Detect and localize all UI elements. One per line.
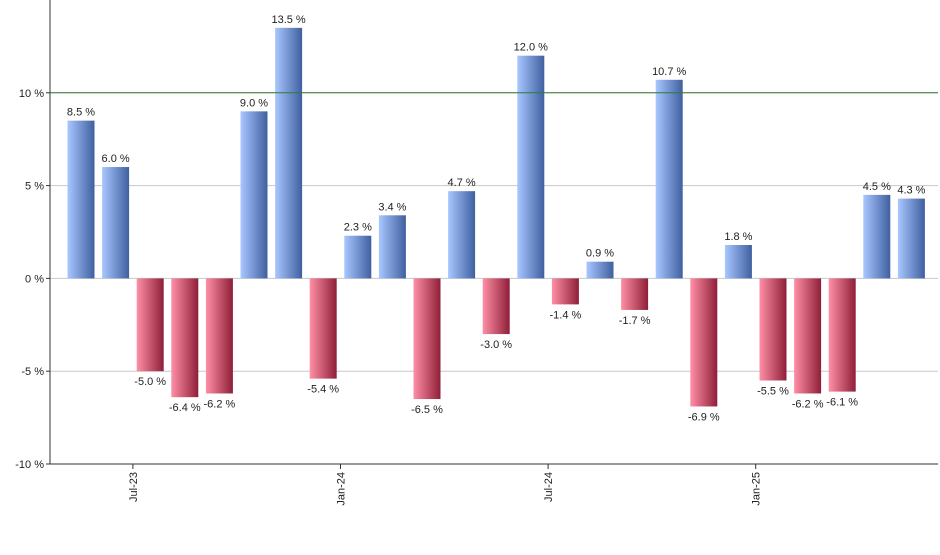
bar-value-label: -1.7 % (619, 315, 651, 327)
bar (794, 278, 822, 394)
x-tick-label: Jul-24 (543, 472, 555, 502)
bar (690, 278, 718, 407)
bar-value-label: -5.4 % (307, 384, 339, 396)
bar-value-label: 2.3 % (344, 222, 372, 234)
bar-value-label: 13.5 % (271, 14, 305, 26)
bar (344, 235, 372, 279)
bar (482, 278, 510, 335)
bar (240, 111, 268, 279)
bar (378, 215, 406, 279)
bar-value-label: -6.1 % (826, 397, 858, 409)
bar (309, 278, 337, 379)
x-tick-label: Jul-23 (128, 472, 140, 502)
bar (586, 261, 614, 279)
bar-value-label: 1.8 % (724, 231, 752, 243)
value-labels: 8.5 %6.0 %-5.0 %-6.4 % -6.2 %9.0 %13.5 %-… (67, 14, 926, 424)
y-tick-label: 5 % (25, 181, 44, 193)
bar-value-label: 0.9 % (586, 248, 614, 260)
y-tick-label: 10 % (19, 88, 44, 100)
bar-value-label: 8.5 % (67, 107, 95, 119)
bar-value-label: 10.7 % (652, 66, 686, 78)
bar-value-label: 12.0 % (514, 42, 548, 54)
y-tick-label: 0 % (25, 273, 44, 285)
bar-value-label: 4.3 % (897, 185, 925, 197)
bar (136, 278, 164, 372)
bar (655, 79, 683, 279)
bar (621, 278, 649, 310)
x-tick-label: Jan-24 (336, 472, 348, 506)
bar-value-label: -6.2 % (204, 398, 236, 410)
bar (413, 278, 441, 400)
bar-value-label: -1.4 % (550, 309, 582, 321)
bar-value-label: -6.9 % (688, 411, 720, 423)
bar-value-label: -6.4 % (169, 402, 201, 414)
bar-value-label: -5.0 % (134, 376, 166, 388)
bar (551, 278, 579, 305)
bars (67, 27, 925, 407)
y-tick-labels: -10 % -5 % 0 % 5 % 10 % (15, 88, 50, 471)
y-tick-label: -5 % (21, 366, 44, 378)
bar (171, 278, 199, 398)
bar (102, 167, 130, 279)
bar (275, 27, 303, 279)
bar-value-label: -5.5 % (757, 385, 789, 397)
bar (724, 244, 752, 279)
x-tick-label: Jan-25 (751, 472, 763, 506)
bar-value-label: -3.0 % (480, 339, 512, 351)
bar (863, 194, 891, 279)
bar (67, 120, 95, 279)
bar (828, 278, 856, 392)
bar (205, 278, 233, 394)
x-tick-labels: Jul-23 Jan-24 Jul-24 Jan-25 (128, 464, 763, 506)
bar-value-label: 4.7 % (448, 177, 476, 189)
bar-value-label: 9.0 % (240, 97, 268, 109)
bar-value-label: 3.4 % (378, 201, 406, 213)
axes (49, 0, 938, 465)
bar-value-label: -6.5 % (411, 404, 443, 416)
bar-value-label: 6.0 % (102, 153, 130, 165)
bar-value-label: 4.5 % (863, 181, 891, 193)
bar (517, 55, 545, 279)
bar-value-label: -6.2 % (792, 398, 824, 410)
y-tick-label: -10 % (15, 459, 44, 471)
bar (759, 278, 787, 381)
bar (448, 191, 476, 279)
bar (897, 198, 925, 279)
